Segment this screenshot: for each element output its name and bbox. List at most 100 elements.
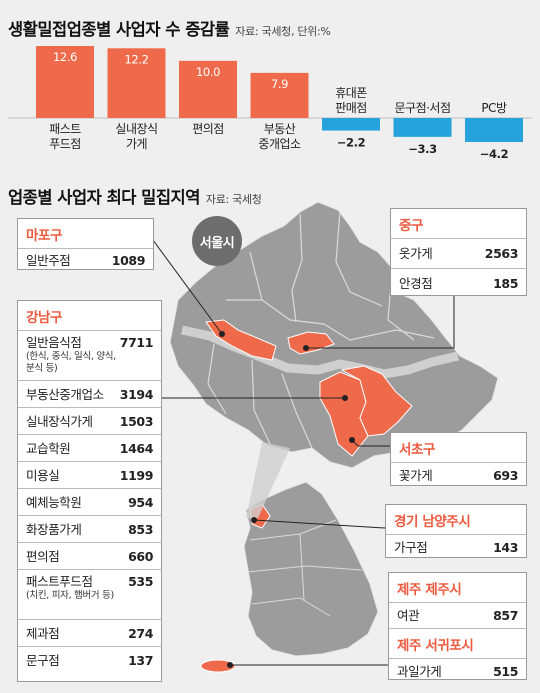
bar <box>250 72 309 118</box>
row-label-group: 편의점 <box>26 543 60 570</box>
row-label: 교습학원 <box>26 441 71 456</box>
box-gangnam: 강남구 일반음식점 (한식, 중식, 일식, 양식, 분식 등) 7711 부동산중개… <box>17 300 162 682</box>
row-value: 853 <box>128 522 153 537</box>
row-value: 185 <box>493 276 518 291</box>
box-gangnam-row: 교습학원 1464 <box>18 434 161 461</box>
row-label: 과일가게 <box>397 664 442 679</box>
row-label-group: 교습학원 <box>26 435 71 462</box>
district-jung <box>287 331 335 355</box>
row-label-group: 부동산중개업소 <box>26 381 104 408</box>
bar-value-label: 7.9 <box>271 77 288 91</box>
row-label: 여관 <box>397 608 420 623</box>
jeju-island <box>200 659 236 673</box>
box-gangnam-row: 제과점 274 <box>18 619 161 646</box>
row-label-group: 패스트푸드점 (치킨, 피자, 햄버거 등) <box>26 574 114 602</box>
bar-value-label: 12.2 <box>124 52 148 66</box>
row-value: 1089 <box>111 253 146 268</box>
bar-value-label: −2.2 <box>337 136 365 150</box>
row-value: 137 <box>128 653 153 668</box>
category-label: 푸드점 <box>49 137 81 151</box>
bar <box>465 118 523 142</box>
row-label: 패스트푸드점 <box>26 574 93 589</box>
row-value: 660 <box>128 549 153 564</box>
row-label: 꽃가게 <box>399 468 433 483</box>
box-gangnam-row: 화장품가게 853 <box>18 515 161 542</box>
seoul-badge <box>192 216 242 266</box>
box-jung-row: 안경점 185 <box>391 268 526 298</box>
bar-value-label: −4.2 <box>480 147 508 161</box>
row-label: 제과점 <box>26 626 60 641</box>
row-label-group: 문구점 <box>26 647 60 674</box>
seoul-outline <box>169 201 499 469</box>
row-label: 문구점 <box>26 653 60 668</box>
row-value: 143 <box>493 540 518 555</box>
chart-source: 자료: 국세청, 단위:% <box>235 25 331 38</box>
box-jung: 중구 옷가게 2563 안경점 185 <box>390 208 527 296</box>
box-gangnam-row: 미용실 1199 <box>18 461 161 488</box>
box-jeju-row2: 과일가게 515 <box>389 658 526 684</box>
han-river <box>181 325 460 379</box>
row-label-group: 일반음식점 (한식, 중식, 일식, 양식, 분식 등) <box>26 335 120 374</box>
section2-title-text: 업종별 사업자 최다 밀집지역 <box>8 188 200 207</box>
category-label: 판매점 <box>335 101 367 115</box>
box-gangnam-row: 패스트푸드점 (치킨, 피자, 햄버거 등) 535 <box>18 569 161 619</box>
bar <box>322 118 380 131</box>
seoul-callout-wedge <box>246 442 290 518</box>
row-label-group: 미용실 <box>26 462 60 489</box>
box-jeju-head: 제주 제주시 <box>397 582 462 598</box>
category-label: 가게 <box>126 137 147 151</box>
row-sublabel: (한식, 중식, 일식, 양식, 분식 등) <box>26 351 116 374</box>
category-label: 실내장식 <box>115 122 157 136</box>
row-value: 3194 <box>119 387 154 402</box>
chart-title-text: 생활밀접업종별 사업자 수 증감률 <box>8 20 230 39</box>
row-label: 예체능학원 <box>26 495 82 510</box>
box-gangnam-row: 부동산중개업소 3194 <box>18 380 161 407</box>
korea-outline <box>243 481 379 657</box>
province-borders <box>247 519 363 617</box>
category-label: PC방 <box>481 101 507 115</box>
row-label-group: 화장품가게 <box>26 516 82 543</box>
growth-bar-chart: 12.6 패스트푸드점 12.2 실내장식가게 10.0 편의점 7.9 부동산중개업소 −2.… <box>8 46 532 161</box>
row-value: 274 <box>128 626 153 641</box>
box-gangnam-row: 실내장식가게 1503 <box>18 407 161 434</box>
row-value: 2563 <box>484 246 519 261</box>
row-label: 가구점 <box>394 540 428 555</box>
row-value: 7711 <box>119 335 154 350</box>
bar-value-label: 12.6 <box>53 50 77 64</box>
row-value: 857 <box>493 608 518 623</box>
box-gangnam-row: 예체능학원 954 <box>18 488 161 515</box>
row-label: 부동산중개업소 <box>26 387 104 402</box>
leader-lines <box>149 235 455 666</box>
district-gangnam <box>340 365 413 437</box>
row-value: 1199 <box>119 468 154 483</box>
bar-value-label: 10.0 <box>196 65 220 79</box>
seoul-map <box>169 201 499 469</box>
box-gangnam-row: 편의점 660 <box>18 542 161 569</box>
row-label-group: 예체능학원 <box>26 489 82 516</box>
row-label: 미용실 <box>26 468 60 483</box>
category-label: 중개업소 <box>258 137 301 151</box>
section2-source: 자료: 국세청 <box>205 193 262 206</box>
korea-map <box>200 442 379 673</box>
bar-value-label: −3.3 <box>408 142 437 156</box>
box-seocho-row: 꽃가게 693 <box>391 462 526 488</box>
category-label: 휴대폰 <box>335 86 367 100</box>
category-label: 편의점 <box>192 122 224 136</box>
seoul-label: 서울시 <box>199 236 235 251</box>
row-label-group: 제과점 <box>26 620 60 647</box>
box-mapo-row: 일반주점 1089 <box>18 248 153 273</box>
chart-title: 생활밀접업종별 사업자 수 증감률 자료: 국세청, 단위:% <box>8 16 331 40</box>
bar <box>179 60 237 118</box>
box-mapo-head: 마포구 <box>26 228 63 244</box>
row-value: 515 <box>493 664 518 679</box>
row-label: 옷가게 <box>399 246 433 261</box>
box-seocho: 서초구 꽃가게 693 <box>390 432 527 486</box>
box-namyang-row: 가구점 143 <box>386 534 526 560</box>
row-label: 일반음식점 <box>26 335 82 350</box>
box-jeju-head2: 제주 서귀포시 <box>389 628 526 658</box>
box-mapo: 마포구 일반주점 1089 <box>17 218 154 270</box>
row-value: 693 <box>493 468 518 483</box>
row-value: 1503 <box>119 414 154 429</box>
row-label: 실내장식가게 <box>26 414 93 429</box>
